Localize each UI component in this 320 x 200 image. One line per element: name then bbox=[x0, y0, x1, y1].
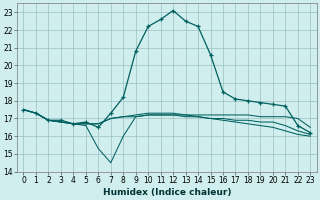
X-axis label: Humidex (Indice chaleur): Humidex (Indice chaleur) bbox=[103, 188, 231, 197]
